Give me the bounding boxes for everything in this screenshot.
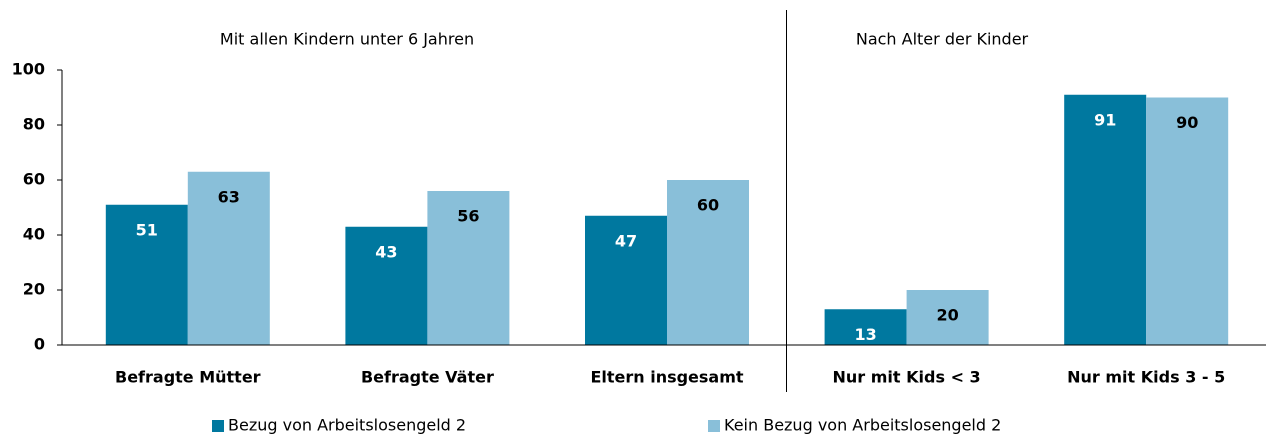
bar	[1146, 97, 1229, 345]
legend-swatch	[708, 420, 720, 432]
value-label: 43	[375, 242, 397, 261]
section-title: Nach Alter der Kinder	[856, 30, 1029, 49]
y-tick-label: 20	[23, 280, 45, 299]
value-label: 13	[854, 325, 876, 344]
bar	[105, 204, 188, 345]
legend-swatch	[212, 420, 224, 432]
bar	[1064, 94, 1147, 345]
value-label: 63	[218, 187, 240, 206]
value-label: 56	[457, 207, 479, 226]
legend-label: Bezug von Arbeitslosengeld 2	[228, 416, 466, 435]
y-tick-label: 40	[23, 225, 45, 244]
value-label: 90	[1176, 113, 1198, 132]
y-tick-label: 100	[12, 60, 45, 79]
y-tick-label: 80	[23, 115, 45, 134]
y-tick-label: 0	[34, 335, 45, 354]
value-label: 47	[615, 231, 637, 250]
bar	[667, 180, 749, 345]
y-tick-label: 60	[23, 170, 45, 189]
x-tick-label: Nur mit Kids 3 - 5	[1067, 368, 1225, 387]
bar	[824, 309, 907, 345]
x-tick-label: Nur mit Kids < 3	[833, 368, 981, 387]
x-tick-label: Befragte Väter	[361, 368, 494, 387]
legend-label: Kein Bezug von Arbeitslosengeld 2	[724, 416, 1001, 435]
value-label: 20	[936, 306, 958, 325]
x-tick-label: Befragte Mütter	[115, 368, 261, 387]
value-label: 91	[1094, 110, 1116, 129]
value-label: 51	[136, 220, 158, 239]
bar	[906, 290, 989, 345]
section-title: Mit allen Kindern unter 6 Jahren	[220, 30, 474, 49]
bar	[427, 191, 510, 345]
value-label: 60	[697, 196, 719, 215]
bar	[345, 226, 428, 345]
x-tick-label: Eltern insgesamt	[590, 368, 743, 387]
bar	[585, 215, 667, 345]
bar	[187, 171, 270, 345]
